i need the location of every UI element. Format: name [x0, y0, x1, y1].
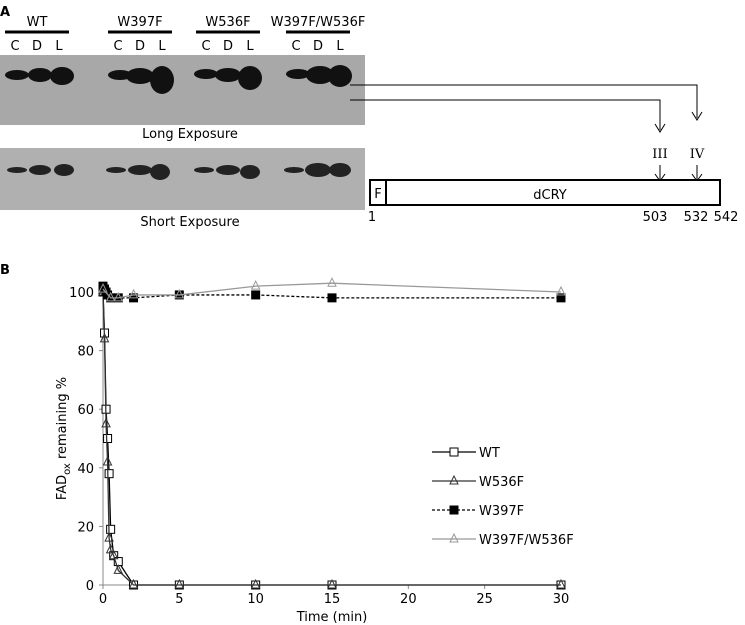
marker [251, 290, 261, 300]
marker [104, 532, 114, 542]
x-tick-label: 0 [99, 592, 107, 607]
y-tick-label: 40 [77, 462, 94, 477]
marker [250, 578, 261, 589]
lane-label: D [313, 39, 323, 54]
marker [174, 578, 185, 589]
lane-label: L [246, 39, 254, 54]
lane-label: D [223, 39, 233, 54]
site-label: IV [690, 147, 705, 162]
marker [105, 543, 116, 554]
y-label-part: ox [62, 463, 73, 475]
legend-label: WT [479, 446, 500, 461]
position-label: 542 [714, 210, 739, 225]
protein-box [369, 179, 721, 206]
marker [108, 549, 119, 560]
exposure-label: Long Exposure [142, 127, 238, 142]
y-tick-label: 80 [77, 345, 94, 360]
marker [327, 277, 337, 287]
marker [449, 532, 459, 543]
long-bands [5, 65, 352, 94]
y-tick-label: 20 [77, 520, 94, 535]
lane-label: C [10, 39, 19, 54]
lane-label: L [55, 39, 63, 54]
lane-label: L [158, 39, 166, 54]
y-axis-label: FADox remaining % [55, 377, 73, 500]
group-name: W397F/W536F [271, 15, 366, 30]
arrows [350, 84, 703, 182]
marker [449, 447, 459, 457]
x-tick-label: 25 [476, 592, 493, 607]
protein-label: dCRY [533, 188, 567, 203]
x-tick-label: 20 [400, 592, 417, 607]
series-line [102, 282, 562, 299]
marker [556, 293, 566, 303]
marker [556, 578, 566, 589]
marker [250, 280, 261, 290]
marker [128, 578, 139, 589]
x-tick-label: 15 [324, 592, 341, 607]
short-blot [0, 148, 365, 210]
x-tick-label: 10 [247, 592, 264, 607]
marker [449, 474, 459, 485]
y-tick-label: 60 [77, 403, 94, 418]
marker [102, 455, 113, 466]
legend-label: W397F/W536F [479, 533, 574, 548]
lane-label: C [201, 39, 210, 54]
lane-label: D [135, 39, 145, 54]
x-tick-label: 5 [175, 592, 183, 607]
marker [106, 524, 116, 534]
marker [327, 578, 337, 589]
site-label: III [652, 147, 667, 162]
marker [101, 417, 111, 428]
marker [113, 291, 124, 302]
y-label-part: FAD [55, 475, 70, 500]
exposure-label: Short Exposure [140, 215, 239, 230]
x-axis-label: Time (min) [296, 610, 368, 625]
marker [128, 288, 139, 299]
panel-label: B [0, 263, 10, 278]
tag-label: F [374, 187, 381, 202]
marker [327, 293, 337, 303]
marker [449, 505, 459, 515]
marker [103, 434, 113, 443]
marker [174, 288, 185, 299]
y-tick-label: 0 [86, 579, 94, 594]
marker [104, 469, 114, 479]
lane-label: C [291, 39, 300, 54]
lane-label: C [113, 39, 122, 54]
position-label: 503 [643, 210, 668, 225]
panel-label: A [0, 5, 10, 20]
x-tick-label: 30 [553, 592, 570, 607]
y-tick-label: 100 [69, 286, 94, 301]
group-name: W397F [117, 15, 162, 30]
lane-label: D [32, 39, 42, 54]
short-bands [7, 163, 351, 180]
position-label: 1 [368, 210, 376, 225]
position-label: 532 [684, 210, 709, 225]
marker [99, 332, 110, 343]
marker [98, 282, 108, 293]
marker [556, 285, 566, 296]
y-label-part: remaining % [55, 377, 70, 463]
group-name: W536F [205, 15, 250, 30]
marker [105, 291, 116, 302]
lane-label: L [336, 39, 344, 54]
legend-label: W536F [479, 475, 524, 490]
long-blot [0, 55, 365, 125]
group-name: WT [27, 15, 48, 30]
marker [113, 564, 124, 574]
series-line [102, 291, 561, 586]
legend-label: W397F [479, 504, 524, 519]
